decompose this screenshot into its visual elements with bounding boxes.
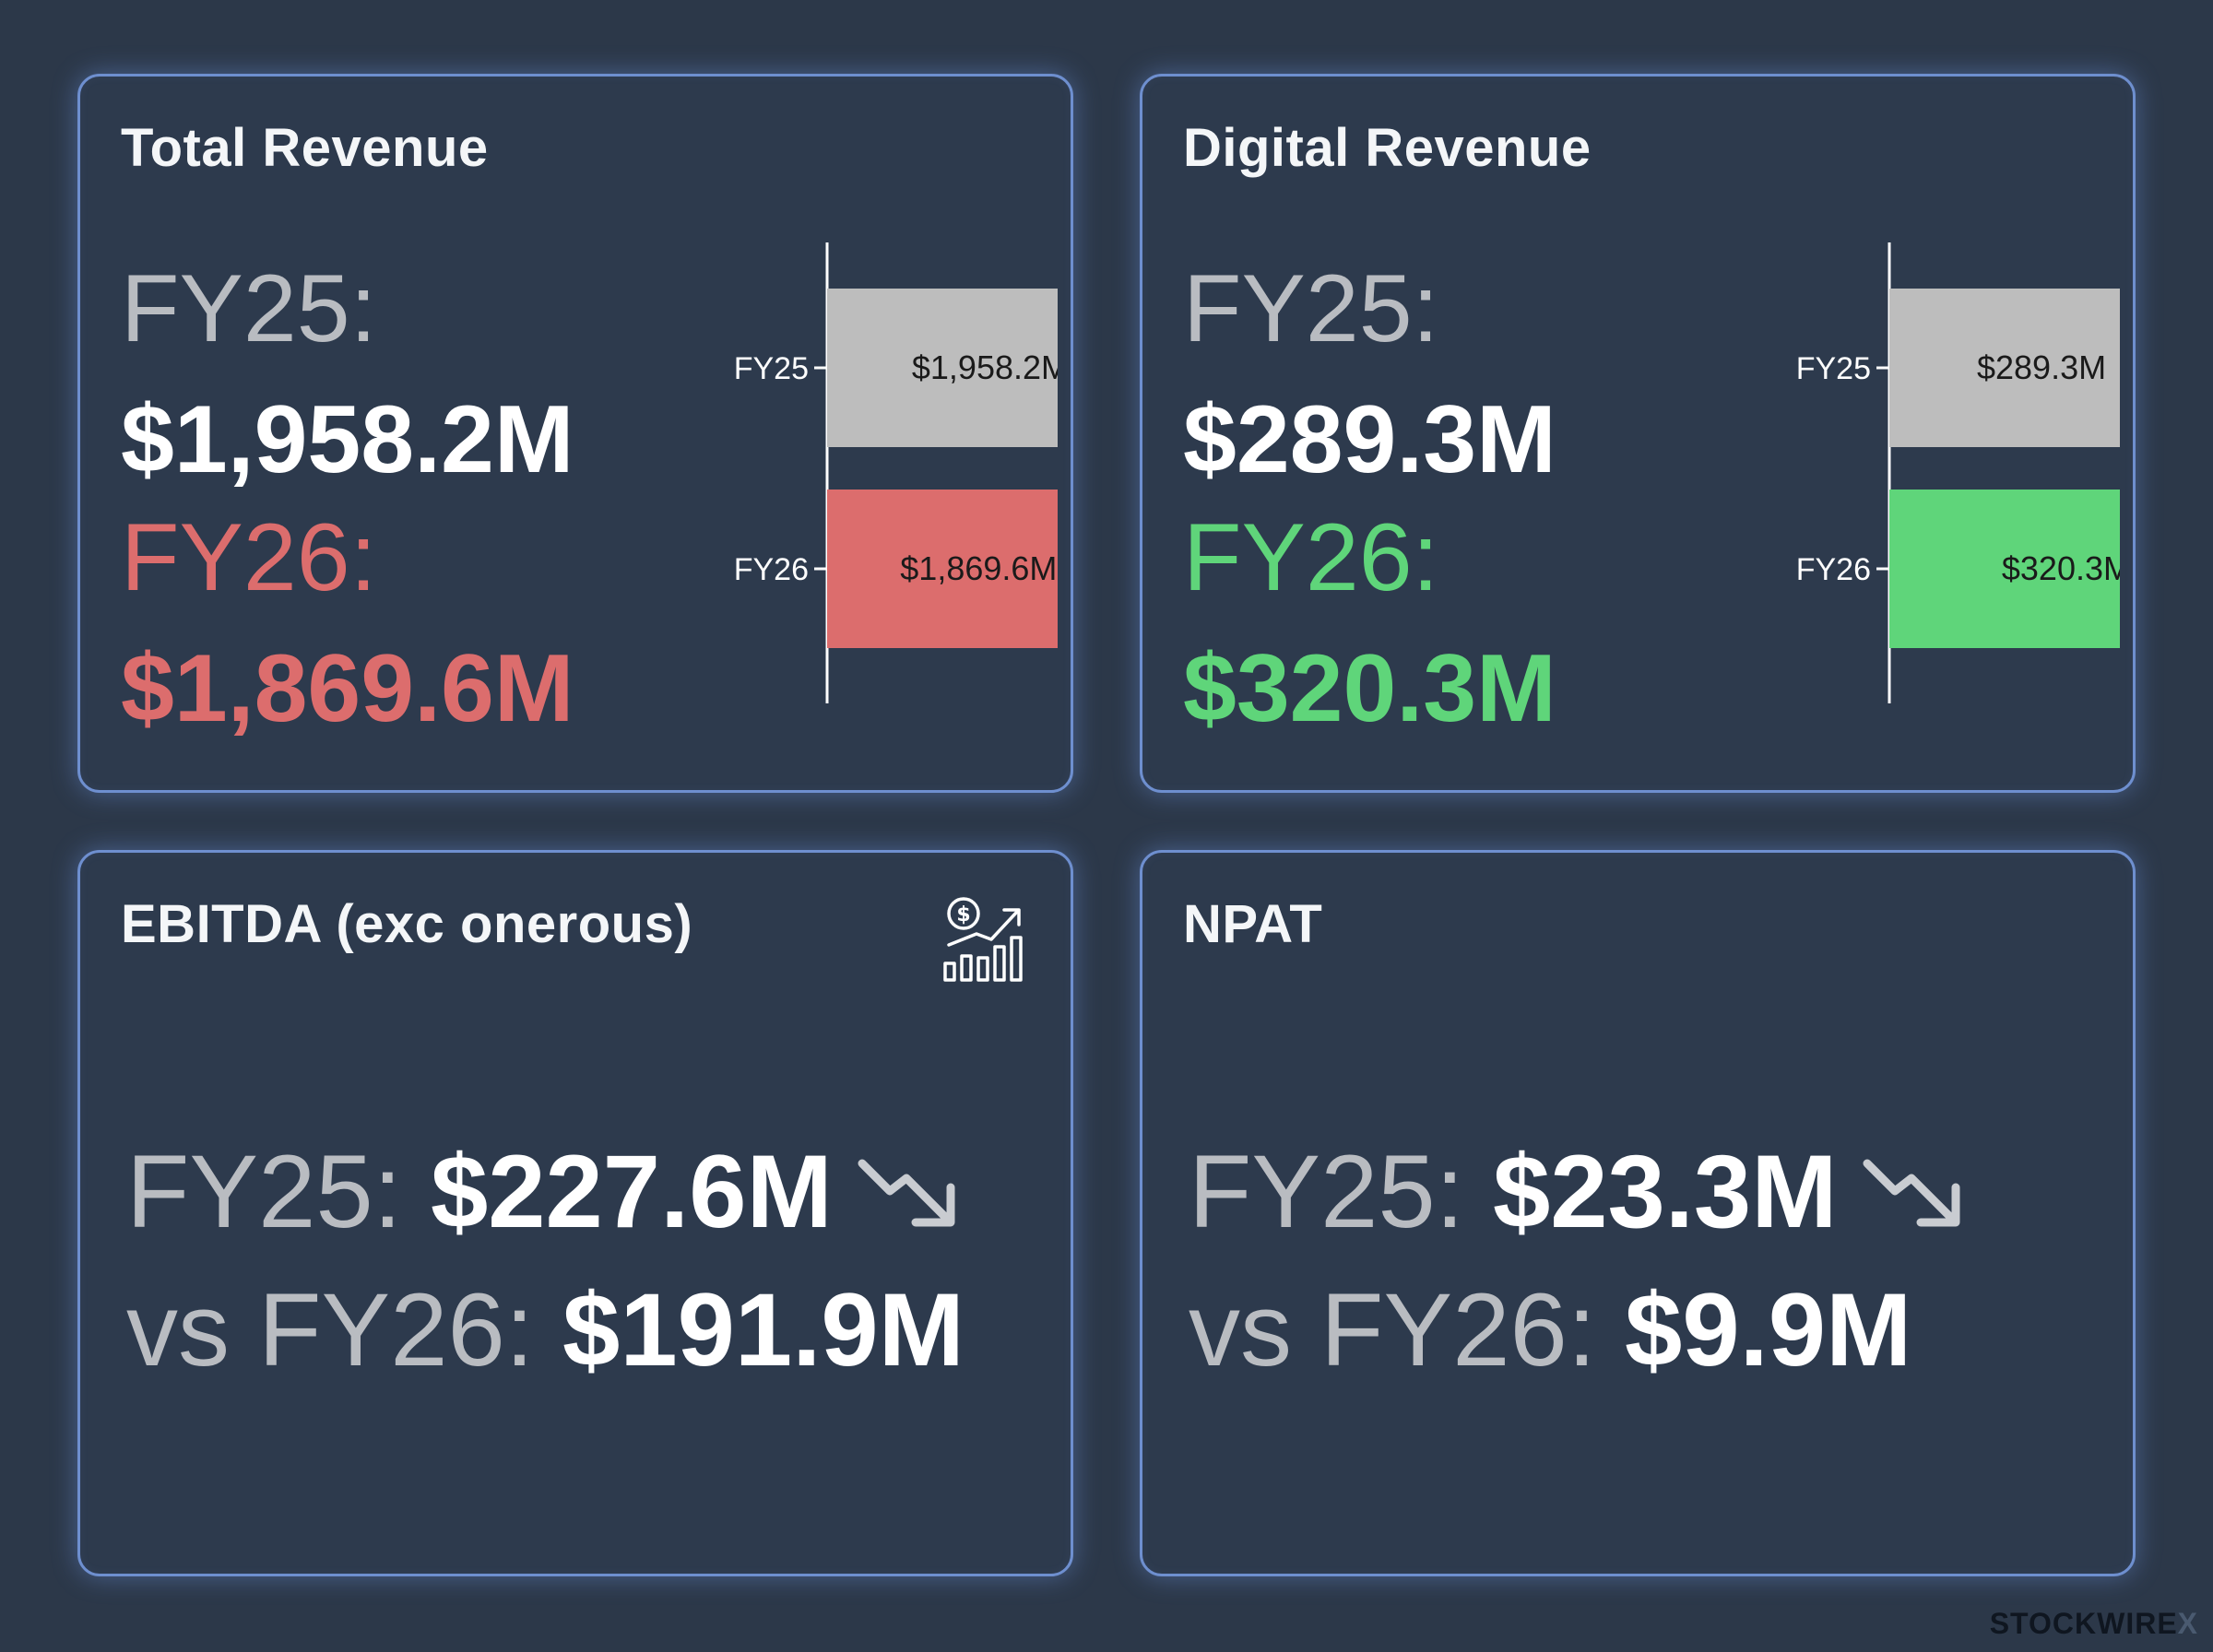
dollar-growth-chart-icon: $ — [943, 897, 1023, 982]
fy26-label: FY26: — [1183, 504, 1439, 611]
fy25-value: $227.6M — [430, 1134, 833, 1249]
bar-fy26 — [827, 490, 1058, 648]
trend-down-arrow-icon — [858, 1159, 955, 1227]
total-revenue-bar-chart: FY25 $1,958.2M FY26 $1,869.6M — [734, 242, 1058, 703]
total-revenue-card: Total Revenue FY25: $1,958.2M FY26: $1,8… — [77, 74, 1073, 793]
fy25-value: $1,958.2M — [121, 386, 574, 493]
data-label-fy25: $289.3M — [1977, 348, 2106, 386]
fy26-label: vs FY26: — [1189, 1272, 1626, 1387]
card-title: NPAT — [1183, 894, 1323, 954]
data-label-fy25: $1,958.2M — [912, 348, 1058, 386]
card-title: EBITDA (exc onerous) — [121, 894, 693, 954]
data-label-fy26: $1,869.6M — [900, 549, 1057, 587]
tick-label-fy25: FY25 — [734, 351, 809, 386]
card-title: Total Revenue — [121, 118, 489, 178]
fy25-label: FY25: — [121, 255, 377, 362]
bar-fy25 — [827, 289, 1058, 447]
digital-revenue-card: Digital Revenue FY25: $289.3M FY26: $320… — [1140, 74, 2136, 793]
fy25-label: FY25: — [126, 1134, 431, 1249]
fy26-comparison-line: vs FY26: $9.9M — [1189, 1279, 1911, 1382]
logo-mark: X — [2177, 1607, 2198, 1640]
fy26-value: $191.9M — [562, 1272, 964, 1387]
logo-text: STOCKWIRE — [1989, 1607, 2178, 1640]
fy25-label: FY25: — [1183, 255, 1439, 362]
fy25-comparison-line: FY25: $227.6M — [126, 1140, 967, 1244]
digital-revenue-bar-chart: FY25 $289.3M FY26 $320.3M — [1796, 242, 2120, 703]
bar-fy25 — [1889, 289, 2120, 447]
card-title: Digital Revenue — [1183, 118, 1592, 178]
fy26-label: FY26: — [121, 504, 377, 611]
svg-text:$: $ — [956, 903, 970, 926]
fy26-value: $9.9M — [1625, 1272, 1912, 1387]
npat-card: NPAT FY25: $23.3M vs FY26: $9.9M — [1140, 850, 2136, 1576]
fy25-comparison-line: FY25: $23.3M — [1189, 1140, 1972, 1244]
fy26-value: $1,869.6M — [121, 635, 574, 742]
stockwire-logo: STOCKWIREX — [1990, 1607, 2198, 1641]
tick-label-fy25: FY25 — [1796, 351, 1871, 386]
fy26-label: vs FY26: — [126, 1272, 563, 1387]
bar-fy26 — [1889, 490, 2120, 648]
trend-down-arrow-icon — [1863, 1159, 1960, 1227]
tick-label-fy26: FY26 — [1796, 552, 1871, 587]
fy26-comparison-line: vs FY26: $191.9M — [126, 1279, 964, 1382]
fy26-value: $320.3M — [1183, 635, 1556, 742]
tick-label-fy26: FY26 — [734, 552, 809, 587]
data-label-fy26: $320.3M — [2002, 549, 2120, 587]
fy25-value: $23.3M — [1492, 1134, 1838, 1249]
ebitda-card: EBITDA (exc onerous) $ FY25: $227.6M vs … — [77, 850, 1073, 1576]
fy25-value: $289.3M — [1183, 386, 1556, 493]
fy25-label: FY25: — [1189, 1134, 1493, 1249]
